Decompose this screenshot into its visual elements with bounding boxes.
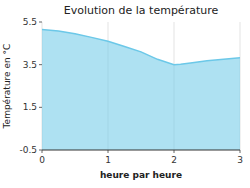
line — [42, 29, 240, 64]
title: Evolution de la température — [64, 4, 219, 17]
x-axis-label: heure par heure — [100, 170, 182, 180]
tick-mark — [39, 107, 42, 108]
plot-area — [42, 29, 240, 150]
area — [42, 29, 240, 150]
tick-label: 0 — [39, 155, 45, 165]
tick-label: -0.5 — [19, 145, 37, 155]
tick-mark — [39, 22, 42, 23]
chart: 0 1 2 3 -0.5 1.5 3.5 5.5 Evolution de la tempéra… — [0, 0, 250, 188]
tick-label: 3 — [237, 155, 243, 165]
y-axis-label: Température en °C — [2, 44, 12, 130]
tick-label: 5.5 — [23, 17, 37, 27]
tick-label: 3.5 — [23, 60, 37, 70]
x-axis-line — [42, 150, 240, 151]
tick-mark — [39, 64, 42, 65]
tick-mark — [39, 150, 42, 151]
tick-label: 1 — [105, 155, 111, 165]
tick-label: 2 — [171, 155, 177, 165]
tick-label: 1.5 — [23, 102, 37, 112]
